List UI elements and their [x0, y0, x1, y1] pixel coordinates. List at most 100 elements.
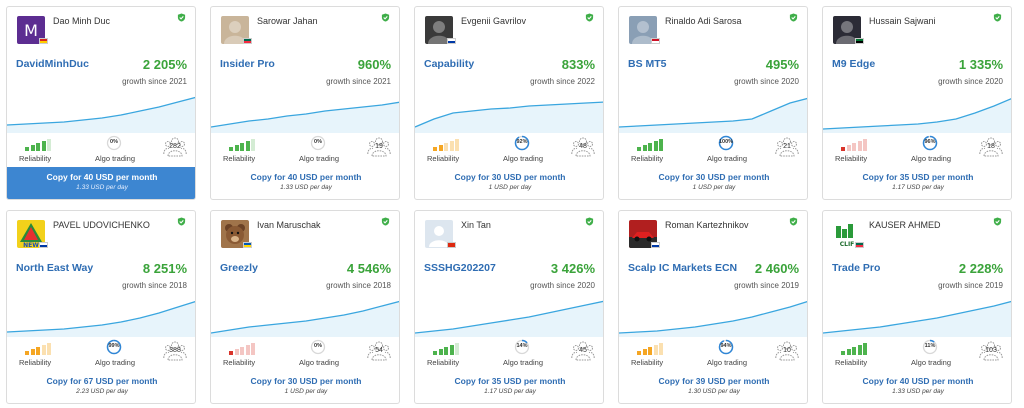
growth-since: growth since 2020 — [938, 77, 1003, 86]
copy-signal-button[interactable]: Copy for 40 USD per month 1.33 USD per d… — [7, 167, 195, 199]
avatar[interactable] — [221, 16, 249, 44]
sparkline-line — [415, 101, 603, 128]
avatar[interactable]: CLIF — [833, 220, 861, 248]
subscribers-indicator[interactable]: 103 — [979, 339, 1003, 363]
algo-trading-indicator[interactable]: 0% Algo trading — [293, 339, 353, 367]
reliability-indicator[interactable]: Reliability — [19, 343, 59, 367]
reliability-indicator[interactable]: Reliability — [427, 343, 467, 367]
reliability-indicator[interactable]: Reliability — [835, 139, 875, 163]
provider-name[interactable]: Sarowar Jahan — [257, 16, 318, 26]
signal-card[interactable]: CLIF KAUSER AHMED Trade Pro 2 228% growt… — [822, 210, 1012, 404]
provider-name[interactable]: Evgenii Gavrilov — [461, 16, 527, 26]
copy-signal-button[interactable]: Copy for 35 USD per month 1.17 USD per d… — [415, 371, 603, 403]
algo-trading-indicator[interactable]: 0% Algo trading — [293, 135, 353, 163]
provider-name[interactable]: Roman Kartezhnikov — [665, 220, 749, 230]
growth-value: 2 460% — [754, 261, 799, 276]
signal-name-link[interactable]: BS MT5 — [628, 58, 667, 70]
signal-name-link[interactable]: SSSHG202207 — [424, 262, 496, 274]
reliability-indicator[interactable]: Reliability — [223, 139, 263, 163]
growth-since: growth since 2018 — [122, 281, 187, 290]
sparkline-line — [823, 300, 1011, 334]
subscribers-indicator[interactable]: 54 — [367, 339, 391, 363]
sparkline-area — [619, 98, 807, 133]
growth-sparkline — [7, 300, 195, 337]
provider-name[interactable]: Rinaldo Adi Sarosa — [665, 16, 742, 26]
algo-percent: 0% — [314, 343, 322, 349]
provider-name[interactable]: Hussain Sajwani — [869, 16, 936, 26]
subscribers-indicator[interactable]: 48 — [571, 135, 595, 159]
copy-signal-button[interactable]: Copy for 39 USD per month 1.30 USD per d… — [619, 371, 807, 403]
copy-signal-button[interactable]: Copy for 67 USD per month 2.23 USD per d… — [7, 371, 195, 403]
algo-ring-icon — [514, 135, 530, 151]
copy-signal-button[interactable]: Copy for 35 USD per month 1.17 USD per d… — [823, 167, 1011, 199]
signal-card[interactable]: Ivan Maruschak Greezly 4 546% growth sin… — [210, 210, 400, 404]
subscribers-indicator[interactable]: 45 — [571, 339, 595, 363]
reliability-indicator[interactable]: Reliability — [223, 343, 263, 367]
signal-card[interactable]: Rinaldo Adi Sarosa BS MT5 495% growth si… — [618, 6, 808, 200]
algo-trading-indicator[interactable]: 0% Algo trading — [89, 135, 149, 163]
subscribers-indicator[interactable]: 18 — [979, 135, 1003, 159]
avatar[interactable]: NEW — [17, 220, 45, 248]
avatar[interactable] — [425, 220, 453, 248]
copy-price: Copy for 35 USD per month — [862, 172, 974, 182]
country-flag-icon — [243, 242, 252, 248]
copy-signal-button[interactable]: Copy for 40 USD per month 1.33 USD per d… — [211, 167, 399, 199]
provider-name[interactable]: PAVEL UDOVICHENKO — [53, 220, 150, 230]
reliability-label: Reliability — [835, 358, 868, 367]
provider-name[interactable]: Xin Tan — [461, 220, 491, 230]
signal-name-link[interactable]: Capability — [424, 58, 475, 70]
reliability-indicator[interactable]: Reliability — [19, 139, 59, 163]
reliability-indicator[interactable]: Reliability — [835, 343, 875, 367]
signal-name-link[interactable]: Trade Pro — [832, 262, 881, 274]
avatar[interactable] — [425, 16, 453, 44]
signal-card[interactable]: Xin Tan SSSHG202207 3 426% growth since … — [414, 210, 604, 404]
avatar[interactable]: M — [17, 16, 45, 44]
svg-text:M: M — [24, 21, 38, 40]
signal-card[interactable]: M Dao Minh Duc DavidMinhDuc 2 205% growt… — [6, 6, 196, 200]
signal-card[interactable]: Roman Kartezhnikov Scalp IC Markets ECN … — [618, 210, 808, 404]
algo-percent: 14% — [516, 343, 528, 349]
growth-since: growth since 2020 — [734, 77, 799, 86]
subscribers-indicator[interactable]: 282 — [163, 135, 187, 159]
subscribers-indicator[interactable]: 10 — [775, 339, 799, 363]
provider-name[interactable]: Ivan Maruschak — [257, 220, 321, 230]
algo-trading-indicator[interactable]: 92% Algo trading — [497, 135, 557, 163]
reliability-bar — [857, 345, 862, 355]
subscribers-indicator[interactable]: 21 — [775, 135, 799, 159]
subscribers-indicator[interactable]: 19 — [367, 135, 391, 159]
reliability-indicator[interactable]: Reliability — [631, 343, 671, 367]
provider-name[interactable]: KAUSER AHMED — [869, 220, 941, 230]
signal-card[interactable]: Evgenii Gavrilov Capability 833% growth … — [414, 6, 604, 200]
reliability-bars-icon — [841, 139, 871, 151]
subscribers-count: 48 — [579, 143, 587, 150]
signal-card[interactable]: NEW PAVEL UDOVICHENKO North East Way 8 2… — [6, 210, 196, 404]
copy-signal-button[interactable]: Copy for 30 USD per month 1 USD per day — [619, 167, 807, 199]
algo-trading-indicator[interactable]: 94% Algo trading — [701, 339, 761, 367]
reliability-bar — [863, 139, 867, 151]
copy-signal-button[interactable]: Copy for 40 USD per month 1.33 USD per d… — [823, 371, 1011, 403]
signal-name-link[interactable]: Scalp IC Markets ECN — [628, 262, 738, 274]
algo-trading-indicator[interactable]: 100% Algo trading — [701, 135, 761, 163]
reliability-indicator[interactable]: Reliability — [427, 139, 467, 163]
signal-card[interactable]: Hussain Sajwani M9 Edge 1 335% growth si… — [822, 6, 1012, 200]
signal-name-link[interactable]: DavidMinhDuc — [16, 58, 89, 70]
algo-trading-indicator[interactable]: 96% Algo trading — [905, 135, 965, 163]
copy-signal-button[interactable]: Copy for 30 USD per month 1 USD per day — [211, 371, 399, 403]
copy-signal-button[interactable]: Copy for 30 USD per month 1 USD per day — [415, 167, 603, 199]
algo-trading-indicator[interactable]: 14% Algo trading — [497, 339, 557, 367]
signal-name-link[interactable]: M9 Edge — [832, 58, 876, 70]
algo-trading-indicator[interactable]: 11% Algo trading — [905, 339, 965, 367]
signal-name-link[interactable]: Greezly — [220, 262, 258, 274]
signal-name-link[interactable]: North East Way — [16, 262, 94, 274]
signal-name-link[interactable]: Insider Pro — [220, 58, 275, 70]
provider-name[interactable]: Dao Minh Duc — [53, 16, 111, 26]
reliability-bar — [36, 347, 40, 355]
subscribers-indicator[interactable]: 388 — [163, 339, 187, 363]
signal-card[interactable]: Sarowar Jahan Insider Pro 960% growth si… — [210, 6, 400, 200]
algo-trading-indicator[interactable]: 99% Algo trading — [89, 339, 149, 367]
reliability-label: Reliability — [631, 358, 664, 367]
subscribers-count: 103 — [985, 347, 997, 354]
reliability-indicator[interactable]: Reliability — [631, 139, 671, 163]
reliability-bar — [245, 345, 250, 355]
